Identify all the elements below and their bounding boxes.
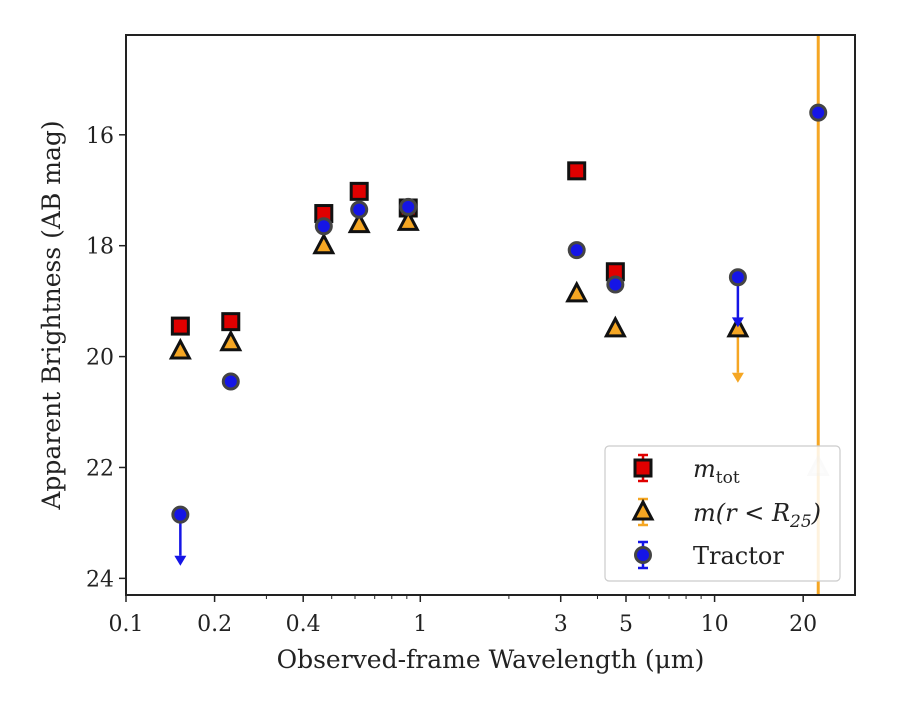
legend-entry-mtot: mtot bbox=[633, 453, 740, 488]
point-tractor bbox=[399, 197, 418, 216]
point-tractor bbox=[728, 268, 747, 287]
point-mr25 bbox=[565, 280, 589, 303]
legend-label-mr25: m(r < R25) bbox=[693, 499, 821, 532]
point-mtot bbox=[221, 312, 241, 332]
point-mtot bbox=[349, 181, 369, 201]
point-tractor bbox=[809, 103, 828, 122]
legend: mtot m(r < R25) Tractor bbox=[604, 445, 841, 582]
point-mr25 bbox=[219, 329, 243, 352]
point-mr25 bbox=[726, 315, 750, 338]
legend-label-mtot: mtot bbox=[693, 455, 740, 488]
upper-limit-arrowhead bbox=[731, 372, 744, 383]
point-mr25 bbox=[396, 209, 420, 231]
x-tick-label: 20 bbox=[789, 612, 817, 637]
point-mtot bbox=[170, 316, 190, 336]
upper-limit-arrowhead bbox=[731, 317, 744, 328]
x-tick-label: 0.4 bbox=[286, 612, 321, 637]
legend-marker-tractor bbox=[634, 546, 652, 564]
point-tractor bbox=[567, 241, 586, 260]
axes-frame bbox=[125, 34, 856, 596]
legend-label-tractor: Tractor bbox=[693, 542, 784, 570]
x-tick-label: 0.2 bbox=[197, 612, 232, 637]
ticks-layer: 0.1 0.2 0.4 1 3 5 10 20 16 18 20 22 24 bbox=[86, 124, 817, 637]
y-tick-label: 16 bbox=[86, 124, 114, 149]
legend-label-base: m bbox=[693, 455, 716, 483]
y-tick-label: 24 bbox=[86, 567, 114, 592]
legend-label-subscript: tot bbox=[716, 468, 740, 488]
point-tractor bbox=[221, 372, 240, 391]
legend-marker-mtot bbox=[633, 458, 653, 478]
legend-label-tail: ) bbox=[811, 499, 821, 527]
legend-entry-tractor: Tractor bbox=[634, 540, 784, 570]
point-tractor bbox=[314, 217, 333, 236]
series-mtot bbox=[170, 161, 625, 336]
point-tractor bbox=[606, 275, 625, 294]
point-mr25 bbox=[168, 337, 192, 360]
x-tick-label: 5 bbox=[619, 612, 633, 637]
y-tick-label: 18 bbox=[86, 235, 114, 260]
point-mtot bbox=[567, 161, 587, 181]
x-axis-label: Observed-frame Wavelength (μm) bbox=[277, 645, 705, 674]
y-tick-label: 20 bbox=[86, 346, 114, 371]
point-mr25 bbox=[603, 315, 627, 338]
series-tractor bbox=[171, 103, 828, 566]
legend-label-subscript: 25 bbox=[789, 512, 812, 532]
legend-marker-mr25 bbox=[631, 498, 655, 521]
point-tractor bbox=[350, 200, 369, 219]
x-tick-label: 1 bbox=[413, 612, 427, 637]
legend-label-base: Tractor bbox=[693, 542, 784, 570]
x-tick-label: 10 bbox=[701, 612, 729, 637]
y-tick-label: 22 bbox=[86, 456, 114, 481]
series-mr25 bbox=[168, 209, 830, 476]
upper-limit-arrowhead bbox=[174, 555, 187, 566]
x-tick-label: 3 bbox=[554, 612, 568, 637]
legend-box bbox=[604, 445, 841, 582]
legend-label-base: m(r < R bbox=[693, 499, 790, 527]
plot-content bbox=[168, 35, 830, 595]
x-tick-label: 0.1 bbox=[109, 612, 144, 637]
y-axis-label: Apparent Brightness (AB mag) bbox=[37, 120, 66, 510]
legend-entry-mr25: m(r < R25) bbox=[631, 497, 821, 532]
point-mr25 bbox=[312, 232, 336, 255]
point-mr25 bbox=[347, 211, 371, 234]
point-tractor bbox=[171, 505, 190, 524]
